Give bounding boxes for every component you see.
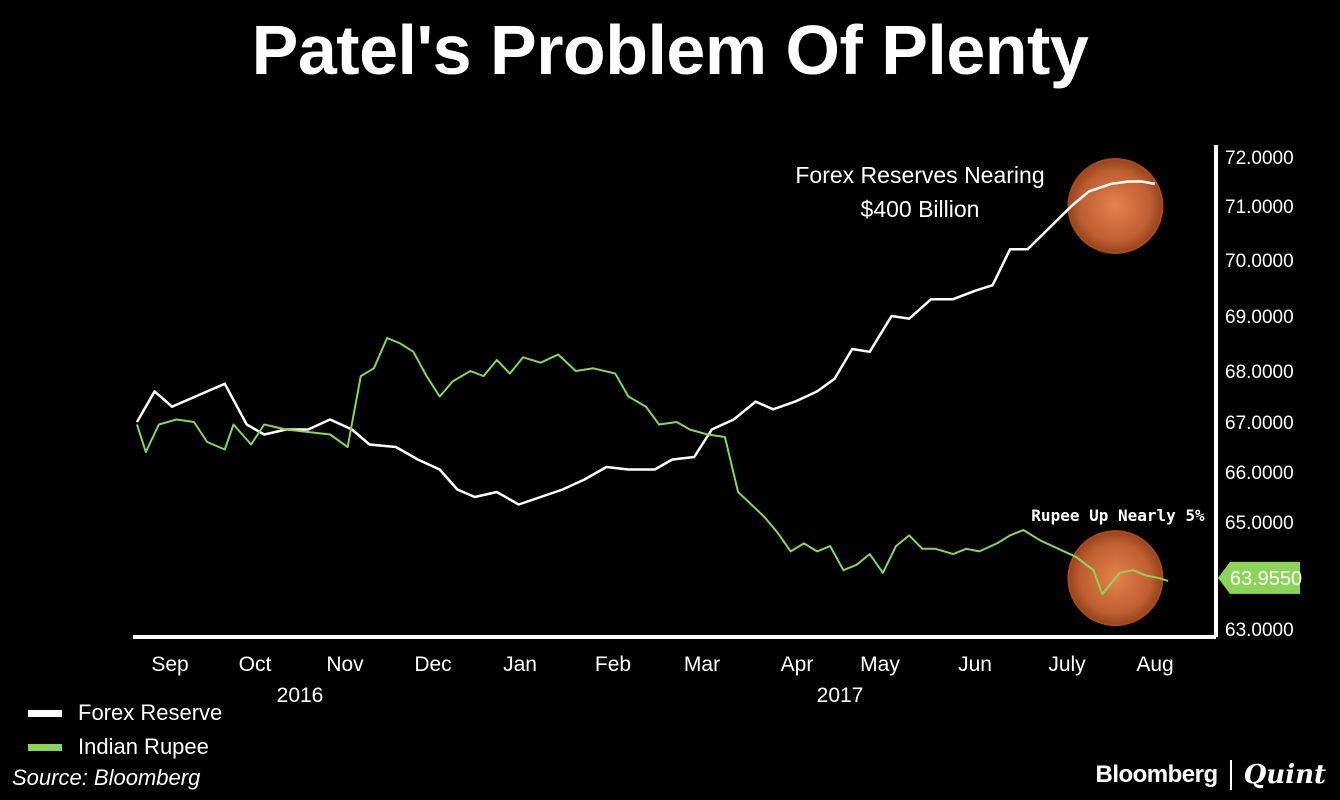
y-tick-label: 63.0000 bbox=[1225, 620, 1294, 641]
annotation-forex-line1: Forex Reserves Nearing bbox=[795, 162, 1044, 188]
x-tick-label: July bbox=[1048, 653, 1086, 676]
value-badge-bg bbox=[1218, 561, 1300, 594]
brand-bloomberg: Bloomberg bbox=[1095, 761, 1218, 788]
brand-quint: Quint bbox=[1243, 760, 1326, 790]
y-tick-label: 72.0000 bbox=[1225, 148, 1294, 169]
x-tick-label: Mar bbox=[684, 653, 720, 676]
y-tick-label: 66.0000 bbox=[1225, 463, 1294, 484]
y-tick-label: 70.0000 bbox=[1225, 251, 1294, 272]
legend-swatch-forex bbox=[28, 709, 62, 717]
x-tick-label: Oct bbox=[239, 653, 272, 676]
value-badge-text: 63.9550 bbox=[1230, 568, 1302, 590]
y-tick-label: 69.0000 bbox=[1225, 307, 1294, 328]
y-tick-label: 71.0000 bbox=[1225, 197, 1294, 218]
x-tick-label: Dec bbox=[414, 653, 451, 676]
x-tick-label: Sep bbox=[151, 653, 188, 676]
year-label: 2017 bbox=[817, 684, 864, 707]
brand-logo: Bloomberg Quint bbox=[1095, 760, 1326, 790]
y-tick-label: 68.0000 bbox=[1225, 362, 1294, 383]
chart-title: Patel's Problem Of Plenty bbox=[251, 11, 1089, 89]
x-tick-label: May bbox=[860, 653, 900, 676]
annotation-rupee: Rupee Up Nearly 5% bbox=[1031, 506, 1205, 525]
series-line-forex bbox=[135, 180, 1156, 506]
legend-item-rupee: Indian Rupee bbox=[28, 734, 209, 760]
x-tick-label: Feb bbox=[595, 653, 631, 676]
legend-item-forex: Forex Reserve bbox=[28, 700, 222, 726]
x-tick-label: Aug bbox=[1136, 653, 1173, 676]
legend-label-forex: Forex Reserve bbox=[78, 700, 223, 725]
x-tick-label: Jun bbox=[958, 653, 992, 676]
x-tick-label: Jan bbox=[503, 653, 537, 676]
y-tick-label: 65.0000 bbox=[1225, 513, 1294, 534]
annotation-forex-line2: $400 Billion bbox=[861, 196, 980, 222]
series-line-rupee bbox=[136, 337, 1169, 596]
legend-swatch-rupee bbox=[28, 743, 62, 751]
y-tick-label: 67.0000 bbox=[1225, 413, 1294, 434]
year-label: 2016 bbox=[277, 684, 324, 707]
x-tick-label: Nov bbox=[326, 653, 364, 676]
highlight-circle-0 bbox=[1067, 158, 1164, 254]
source-note: Source: Bloomberg bbox=[12, 765, 201, 790]
x-tick-label: Apr bbox=[781, 653, 814, 676]
legend-label-rupee: Indian Rupee bbox=[78, 734, 209, 759]
brand-divider bbox=[1229, 760, 1232, 790]
